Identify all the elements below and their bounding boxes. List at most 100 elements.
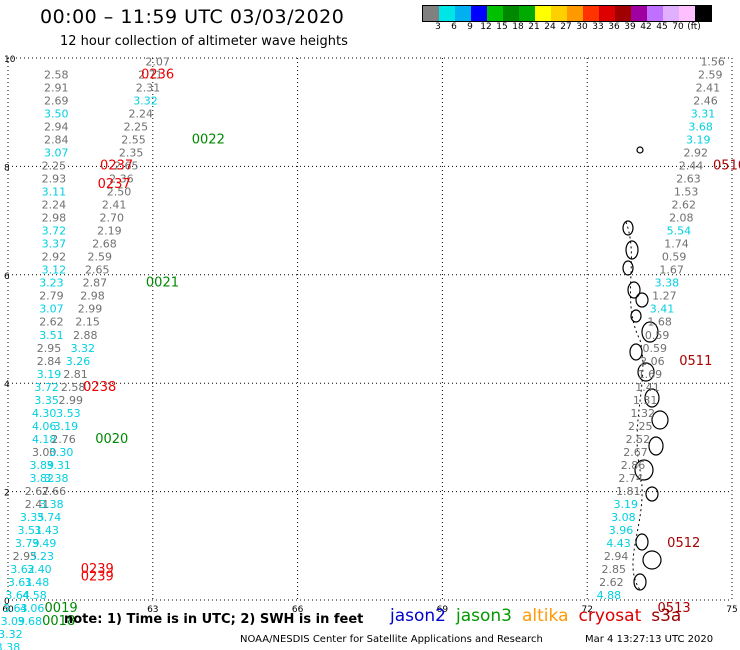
legend-swatch xyxy=(535,6,551,21)
wave-height-value: 4.43 xyxy=(606,537,631,550)
wave-height-value: 3.08 xyxy=(611,511,636,524)
wave-height-value: 3.07 xyxy=(44,147,69,160)
wave-height-value: 3.68 xyxy=(17,615,42,628)
pass-time-label: 0513 xyxy=(658,601,691,616)
wave-height-value: 3.07 xyxy=(39,303,64,316)
legend-label: 6 xyxy=(451,22,457,32)
wave-height-value: 2.84 xyxy=(44,134,69,147)
pass-time-label: 0019 xyxy=(45,601,78,616)
wave-height-value: 3.19 xyxy=(37,368,62,381)
wave-height-value: 1.69 xyxy=(638,368,663,381)
island-outline xyxy=(627,281,641,299)
wave-height-value: 2.36 xyxy=(109,173,134,186)
wave-height-value: 3.32 xyxy=(71,342,96,355)
wave-height-value: 1.53 xyxy=(674,186,699,199)
wave-height-value: 1.41 xyxy=(635,381,660,394)
generated-time: Mar 4 13:27:13 UTC 2020 xyxy=(585,634,714,645)
wave-height-value: 2.87 xyxy=(83,277,108,290)
legend-label: 21 xyxy=(528,22,540,32)
wave-height-value: 3.48 xyxy=(25,576,50,589)
wave-height-value: 3.51 xyxy=(17,524,42,537)
wave-height-value: 2.52 xyxy=(626,433,651,446)
y-tick-label: 10 xyxy=(4,55,16,65)
wave-height-value: 3.23 xyxy=(39,277,64,290)
legend-label: 30 xyxy=(576,22,588,32)
wave-height-value: 2.65 xyxy=(85,264,110,277)
legend-label: 33 xyxy=(592,22,604,32)
legend-label: 42 xyxy=(640,22,652,32)
x-tick-label: 63 xyxy=(147,605,158,615)
mission-cryosat: cryosat xyxy=(578,606,642,626)
wave-height-value: 1.68 xyxy=(647,316,672,329)
wave-height-value: 3.41 xyxy=(650,303,675,316)
island-outline xyxy=(633,573,647,591)
wave-height-value: 3.72 xyxy=(42,225,67,238)
wave-height-value: 2.58 xyxy=(61,381,86,394)
wave-height-value: 3.32 xyxy=(133,95,158,108)
legend-label: 18 xyxy=(512,22,524,32)
wave-height-value: 1.31 xyxy=(633,394,658,407)
island-outline xyxy=(625,240,639,260)
reef-outline xyxy=(625,221,644,591)
legend-label: 39 xyxy=(624,22,636,32)
legend-label: 12 xyxy=(480,22,492,32)
island-outline xyxy=(645,486,659,502)
wave-height-value: 2.98 xyxy=(42,212,67,225)
legend-swatch xyxy=(439,6,455,21)
wave-height-value: 3.50 xyxy=(44,108,69,121)
credit-text: NOAA/NESDIS Center for Satellite Applica… xyxy=(240,634,543,645)
wave-height-value: 4.18 xyxy=(32,433,57,446)
y-tick-label: 4 xyxy=(4,380,10,390)
wave-height-value: 1.32 xyxy=(630,407,655,420)
wave-height-value: 0.59 xyxy=(662,251,687,264)
wave-height-value: 2.92 xyxy=(684,147,709,160)
mission-legend: jason2 jason3 altika cryosat s3a xyxy=(390,606,691,626)
wave-height-value: 3.63 xyxy=(3,602,28,615)
wave-height-value: 3.31 xyxy=(46,459,71,472)
pass-time-label: 0236 xyxy=(141,68,174,83)
wave-height-value: 3.31 xyxy=(691,108,716,121)
island-outline xyxy=(635,292,649,308)
wave-height-value: 2.99 xyxy=(58,394,83,407)
island-outline xyxy=(644,388,660,408)
legend-swatch xyxy=(647,6,663,21)
wave-height-value: 2.31 xyxy=(136,82,161,95)
wave-height-value: 2.92 xyxy=(42,251,67,264)
x-tick-label: 69 xyxy=(437,605,449,615)
wave-height-value: 4.06 xyxy=(32,420,57,433)
wave-height-value: 2.44 xyxy=(679,160,704,173)
pass-time-label: 0239 xyxy=(81,569,114,584)
wave-height-value: 3.74 xyxy=(37,511,62,524)
wave-height-value: 2.69 xyxy=(44,95,69,108)
y-tick-label: 0 xyxy=(4,597,10,607)
island-outline xyxy=(630,309,642,323)
wave-height-value: 2.91 xyxy=(44,82,69,95)
wave-height-value: 2.55 xyxy=(121,134,146,147)
mission-jason2: jason2 xyxy=(390,606,446,626)
map-subtitle: 12 hour collection of altimeter wave hei… xyxy=(60,34,348,49)
legend-swatch xyxy=(615,6,631,21)
legend-label: 3 xyxy=(435,22,441,32)
legend-swatch xyxy=(583,6,599,21)
legend-swatch xyxy=(487,6,503,21)
legend-label: 24 xyxy=(544,22,556,32)
wave-height-value: 3.00 xyxy=(32,446,57,459)
legend-label: (ft) xyxy=(687,22,701,32)
wave-height-value: 3.89 xyxy=(30,459,55,472)
pass-time-label: 0238 xyxy=(83,380,116,395)
wave-height-value: 3.68 xyxy=(688,121,713,134)
wave-height-value: 2.19 xyxy=(97,225,122,238)
wave-height-value: 4.30 xyxy=(32,407,57,420)
x-tick-label: 66 xyxy=(292,605,304,615)
wave-height-value: 2.76 xyxy=(51,433,76,446)
x-tick-label: 75 xyxy=(726,605,737,615)
wave-height-value: 2.24 xyxy=(128,108,153,121)
legend-swatch xyxy=(663,6,679,21)
wave-height-value: 2.24 xyxy=(42,199,67,212)
pass-time-label: 0020 xyxy=(95,432,128,447)
y-tick-label: 2 xyxy=(4,489,10,499)
wave-height-value: 5.54 xyxy=(667,225,692,238)
wave-height-value: 3.61 xyxy=(8,576,33,589)
wave-height-value: 0.59 xyxy=(643,342,668,355)
